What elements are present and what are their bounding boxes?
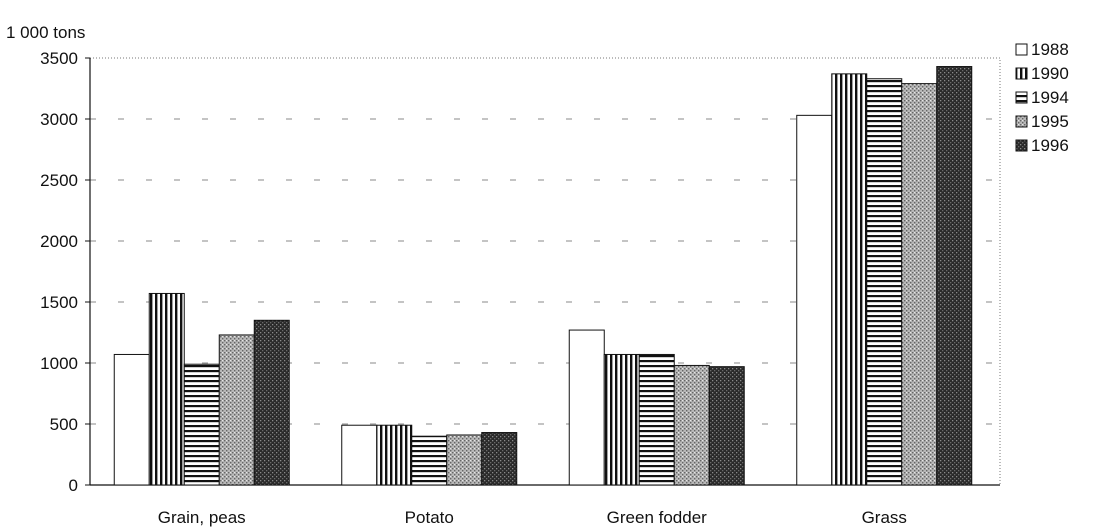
category-labels: Grain, peas Potato Green fodder Grass [158,508,907,527]
legend-swatch-1995 [1015,115,1028,128]
y-tick-label: 1500 [40,293,78,312]
legend: 1988 1990 1994 1995 1996 [1015,40,1069,155]
bar-1994-2 [411,435,448,486]
y-tick-label: 3000 [40,110,78,129]
bars [113,66,973,486]
y-tick-label: 3500 [40,49,78,68]
legend-swatch-1988 [1015,43,1028,56]
legend-swatch-1996 [1015,139,1028,152]
bar-1996-2 [481,432,518,486]
bar-1996-1 [253,319,290,486]
y-axis-unit-label: 1 000 tons [6,23,85,42]
category-label: Green fodder [607,508,708,527]
bar-1995-2 [446,434,483,486]
bar-1994-4 [866,78,903,486]
y-tick-label: 0 [69,476,78,495]
bar-1996-3 [708,366,745,486]
bar-1988-1 [113,353,150,486]
bar-1995-3 [673,364,710,486]
bar-1994-1 [183,363,220,486]
category-label: Potato [405,508,454,527]
category-label: Grain, peas [158,508,246,527]
bar-1990-1 [148,292,185,486]
bar-1988-3 [568,329,605,486]
bar-1996-4 [936,66,973,486]
legend-swatch-1990 [1015,67,1028,80]
bar-1990-2 [376,424,413,486]
legend-label-1995: 1995 [1031,112,1069,131]
y-tick-label: 2500 [40,171,78,190]
legend-label-1988: 1988 [1031,40,1069,59]
bar-1994-3 [638,353,675,486]
legend-label-1996: 1996 [1031,136,1069,155]
bar-1995-4 [901,83,938,486]
y-tick-label: 2000 [40,232,78,251]
bar-1990-3 [603,353,640,486]
bar-1995-1 [218,334,255,486]
bar-1990-4 [831,73,868,486]
legend-label-1994: 1994 [1031,88,1069,107]
y-tick-label: 500 [50,415,78,434]
bar-1988-4 [796,114,833,486]
category-label: Grass [862,508,907,527]
legend-swatch-1994 [1015,91,1028,104]
bar-1988-2 [341,424,378,486]
legend-label-1990: 1990 [1031,64,1069,83]
y-tick-label: 1000 [40,354,78,373]
